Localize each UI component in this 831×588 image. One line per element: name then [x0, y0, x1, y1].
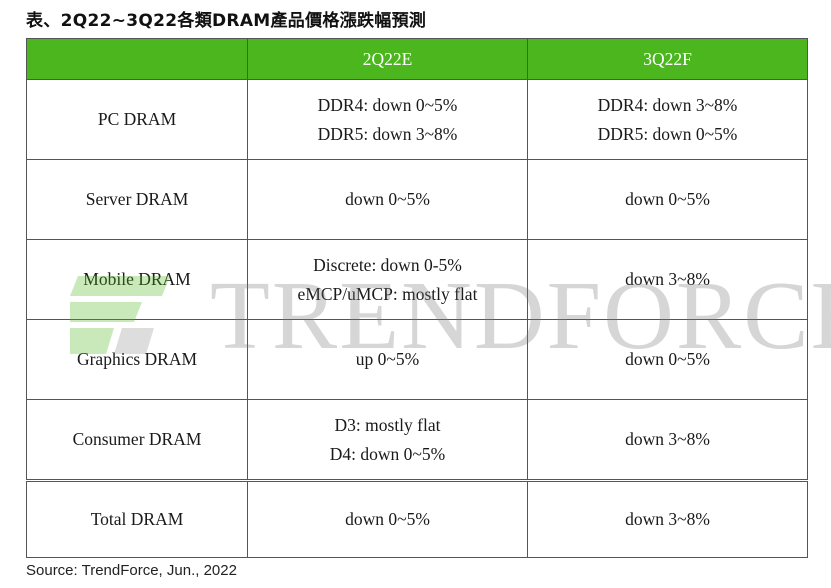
- cell-2q22e: up 0~5%: [247, 319, 528, 400]
- cell-line: down 0~5%: [345, 189, 430, 209]
- cell-line: down 0~5%: [625, 349, 710, 369]
- table-row-graphics-dram: Graphics DRAM up 0~5% down 0~5%: [26, 319, 808, 400]
- row-label: Mobile DRAM: [26, 239, 248, 320]
- table-row-pc-dram: PC DRAM DDR4: down 0~5% DDR5: down 3~8% …: [26, 79, 808, 160]
- header-corner-cell: [26, 38, 248, 80]
- price-forecast-table: 2Q22E 3Q22F PC DRAM DDR4: down 0~5% DDR5…: [26, 38, 808, 558]
- cell-line: down 3~8%: [625, 269, 710, 289]
- cell-line: Discrete: down 0-5%: [313, 254, 462, 275]
- row-label: Consumer DRAM: [26, 399, 248, 481]
- cell-line: DDR4: down 3~8%: [597, 94, 738, 115]
- row-label: Total DRAM: [26, 479, 248, 558]
- cell-3q22f: down 3~8%: [527, 479, 808, 558]
- cell-line: up 0~5%: [355, 349, 420, 369]
- cell-line: down 0~5%: [625, 189, 710, 209]
- cell-3q22f: down 3~8%: [527, 399, 808, 481]
- row-label: PC DRAM: [26, 79, 248, 160]
- cell-3q22f: down 0~5%: [527, 319, 808, 400]
- cell-line: DDR5: down 3~8%: [317, 123, 458, 144]
- header-2q22e: 2Q22E: [247, 38, 528, 80]
- cell-2q22e: down 0~5%: [247, 159, 528, 240]
- table-row-total-dram: Total DRAM down 0~5% down 3~8%: [26, 479, 808, 558]
- row-label: Server DRAM: [26, 159, 248, 240]
- table-header-row: 2Q22E 3Q22F: [26, 38, 808, 80]
- table-row-consumer-dram: Consumer DRAM D3: mostly flat D4: down 0…: [26, 399, 808, 481]
- cell-2q22e: D3: mostly flat D4: down 0~5%: [247, 399, 528, 481]
- price-forecast-table-container: 2Q22E 3Q22F PC DRAM DDR4: down 0~5% DDR5…: [26, 38, 808, 558]
- header-3q22f: 3Q22F: [527, 38, 808, 80]
- table-row-server-dram: Server DRAM down 0~5% down 0~5%: [26, 159, 808, 240]
- cell-3q22f: down 0~5%: [527, 159, 808, 240]
- cell-line: down 3~8%: [625, 509, 710, 529]
- row-label: Graphics DRAM: [26, 319, 248, 400]
- cell-3q22f: DDR4: down 3~8% DDR5: down 0~5%: [527, 79, 808, 160]
- cell-line: D4: down 0~5%: [329, 443, 446, 464]
- cell-2q22e: DDR4: down 0~5% DDR5: down 3~8%: [247, 79, 528, 160]
- cell-3q22f: down 3~8%: [527, 239, 808, 320]
- cell-line: DDR5: down 0~5%: [597, 123, 738, 144]
- cell-line: down 3~8%: [625, 429, 710, 449]
- source-note: Source: TrendForce, Jun., 2022: [26, 562, 237, 579]
- table-row-mobile-dram: Mobile DRAM Discrete: down 0-5% eMCP/uMC…: [26, 239, 808, 320]
- cell-2q22e: Discrete: down 0-5% eMCP/uMCP: mostly fl…: [247, 239, 528, 320]
- cell-line: down 0~5%: [345, 509, 430, 529]
- cell-line: DDR4: down 0~5%: [317, 94, 458, 115]
- cell-line: eMCP/uMCP: mostly flat: [297, 283, 478, 304]
- cell-line: D3: mostly flat: [334, 414, 441, 435]
- table-title: 表、2Q22~3Q22各類DRAM產品價格漲跌幅預測: [26, 11, 427, 31]
- cell-2q22e: down 0~5%: [247, 479, 528, 558]
